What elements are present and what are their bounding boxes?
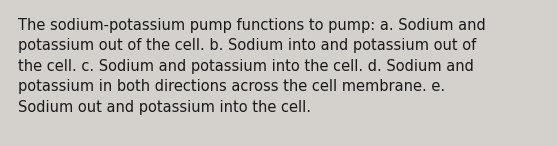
Text: The sodium-potassium pump functions to pump: a. Sodium and
potassium out of the : The sodium-potassium pump functions to p… xyxy=(18,18,486,115)
